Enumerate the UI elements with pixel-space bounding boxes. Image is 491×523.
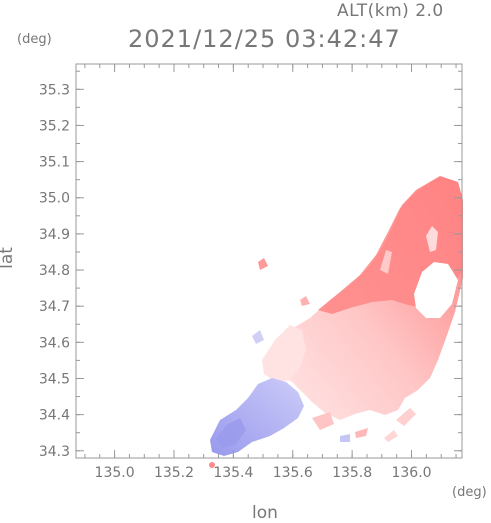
echo-fragment [312,412,334,430]
echo-fragment [209,462,215,468]
echo-fragment [340,434,350,442]
x-tick-label: 135.2 [154,465,194,481]
y-tick-label: 35.2 [39,118,70,134]
y-tick-label: 34.8 [39,263,70,279]
timestamp: 2021/12/25 03:42:47 [128,25,401,53]
echo-weak-region [262,325,306,382]
echo-light-streak [380,250,392,274]
x-tick-label: 135.6 [273,465,313,481]
echo-light-streak [426,226,438,252]
x-axis-ticks: 135.0 135.2 135.4 135.6 135.8 136.0 [84,64,457,481]
x-axis-label: lon [252,503,278,523]
echo-gap [414,262,458,318]
y-tick-label: 34.6 [39,335,70,351]
y-axis-unit: (deg) [17,32,52,47]
velocity-field [209,176,463,468]
x-tick-label: 135.8 [332,465,372,481]
y-tick-label: 34.5 [39,371,70,387]
echo-fragment [396,408,416,426]
echo-fragment [355,428,368,438]
x-axis-unit: (deg) [452,485,487,500]
echo-fragment [252,330,264,344]
y-tick-label: 35.0 [39,191,70,207]
echo-fragment [300,296,310,306]
y-tick-label: 34.3 [39,444,70,460]
y-tick-label: 35.3 [39,82,70,98]
y-tick-label: 35.1 [39,155,70,171]
x-tick-label: 135.0 [95,465,135,481]
x-tick-label: 135.4 [213,465,253,481]
y-tick-label: 34.9 [39,227,70,243]
echo-negative-core [216,418,246,448]
y-tick-label: 34.4 [39,408,70,424]
plot-frame [75,63,463,459]
altitude-label: ALT(km) 2.0 [337,1,444,21]
y-tick-label: 34.7 [39,299,70,315]
x-tick-label: 136.0 [391,465,431,481]
echo-fragment [384,430,398,442]
y-axis-ticks: 35.3 35.2 35.1 35.0 34.9 34.8 34.7 34.6 34.5 34.4… [39,70,462,460]
echo-fragment [258,258,268,270]
